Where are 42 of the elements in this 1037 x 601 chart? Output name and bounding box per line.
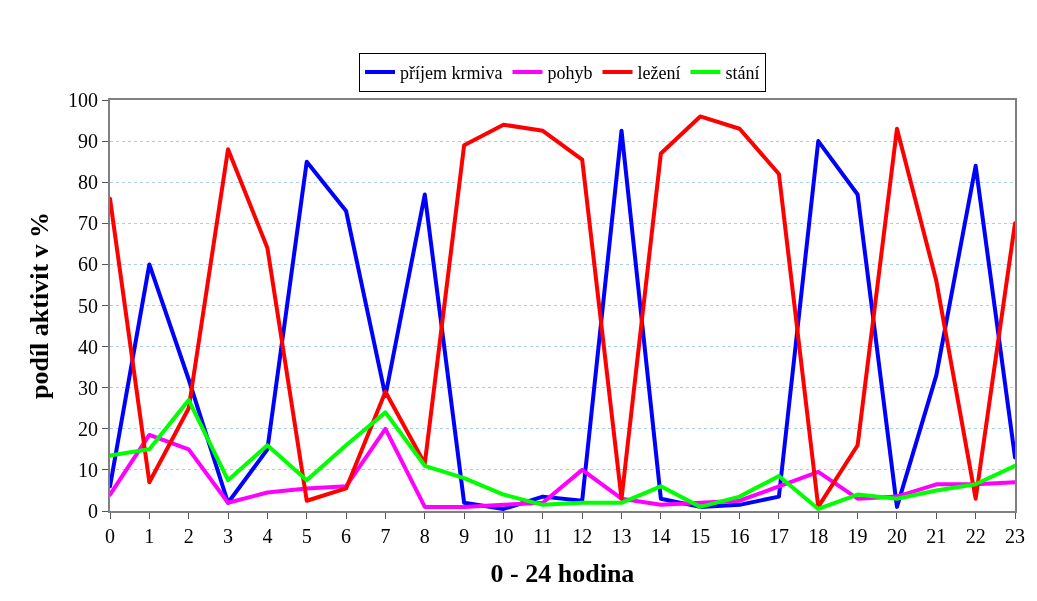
x-tick-label: 23: [1005, 525, 1025, 547]
y-tick-label: 50: [78, 294, 98, 317]
y-axis-title: podíl aktivit v %: [24, 211, 54, 400]
x-tick-label: 11: [533, 525, 553, 547]
x-tick-label: 17: [768, 525, 789, 547]
x-axis-title: 0 - 24 hodina: [490, 559, 635, 589]
x-tick-label: 0: [105, 525, 115, 547]
x-tick-label: 20: [886, 525, 907, 547]
x-tick-label: 15: [690, 525, 711, 547]
x-tick-label: 8: [419, 525, 430, 547]
x-tick-label: 22: [965, 525, 986, 547]
x-tick-label: 6: [341, 525, 352, 547]
y-tick-label: 0: [88, 500, 98, 522]
legend-label: pohyb: [547, 63, 593, 83]
x-tick-label: 19: [847, 525, 868, 547]
legend-label: příjem krmiva: [400, 63, 503, 83]
y-tick-label: 90: [78, 130, 98, 153]
x-tick-label: 14: [650, 525, 671, 547]
x-tick-label: 12: [572, 525, 593, 547]
y-tick-label: 10: [78, 458, 98, 481]
x-tick-label: 1: [144, 525, 155, 547]
x-tick-label: 4: [262, 525, 273, 547]
x-tick-label: 18: [808, 525, 829, 547]
y-tick-label: 40: [78, 335, 98, 358]
y-tick-label: 80: [78, 171, 98, 194]
legend-label: ležení: [637, 63, 681, 83]
x-tick-label: 13: [611, 525, 632, 547]
y-tick-label: 60: [78, 253, 98, 276]
y-tick-label: 30: [78, 376, 98, 399]
x-tick-label: 21: [926, 525, 947, 547]
x-tick-label: 5: [301, 525, 312, 547]
x-tick-label: 16: [729, 525, 750, 547]
y-tick-label: 20: [78, 417, 98, 440]
x-tick-label: 10: [493, 525, 514, 547]
x-tick-label: 3: [223, 525, 234, 547]
y-tick-label: 100: [68, 89, 98, 111]
x-tick-label: 7: [380, 525, 391, 547]
x-tick-label: 2: [183, 525, 194, 547]
x-tick-label: 9: [459, 525, 470, 547]
legend-label: stání: [725, 63, 760, 83]
y-tick-label: 70: [78, 212, 98, 235]
line-series: [110, 398, 1015, 511]
